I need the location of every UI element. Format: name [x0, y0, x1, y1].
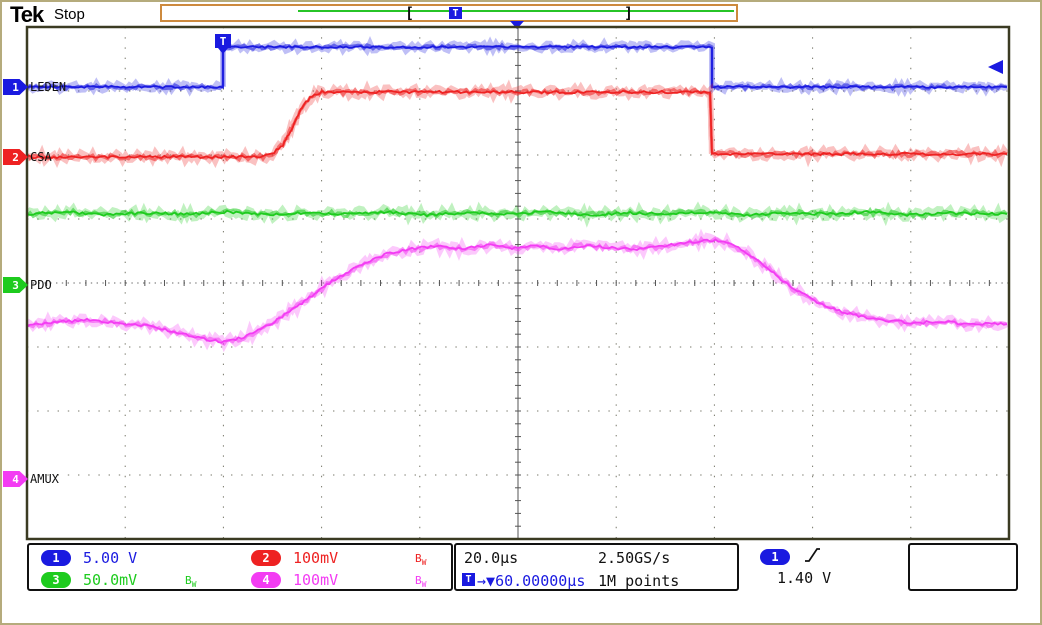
ch3-position-marker: 3: [3, 277, 28, 293]
CH4 (AMUX)-halo: [28, 228, 1008, 353]
ch4-position-marker: 4: [3, 471, 28, 487]
window-bracket-left: [: [405, 4, 415, 22]
trigger-level-readout: 1.40 V: [777, 569, 832, 587]
ch1-badge: 1: [41, 550, 71, 566]
CH3 (PDO)-trace: [28, 209, 1008, 218]
ch3-badge: 3: [41, 572, 71, 588]
ch2-scale: 100mV: [293, 549, 339, 567]
record-view-line: [298, 10, 734, 12]
horizontal-readout-box: 20.0µs 2.50GS/s T →▼60.00000µs 1M points: [454, 543, 739, 591]
ch3-label: PDO: [30, 278, 52, 292]
ch4-scale: 100mV: [293, 571, 339, 589]
trigger-time-flag: T: [215, 34, 231, 54]
tek-logo: Tek: [10, 2, 44, 27]
ch1-position-marker: 1: [3, 79, 28, 95]
empty-readout-box: [908, 543, 1018, 591]
delay-t-badge: T: [462, 573, 475, 586]
trigger-level-arrow-icon: [988, 60, 1003, 74]
ch2-badge: 2: [251, 550, 281, 566]
CH2 (CSA)-noise: [28, 86, 1008, 163]
ch2-bw-limit-badge: BW: [415, 552, 427, 568]
CH4 (AMUX)-trace: [28, 238, 1008, 344]
ch3-scale: 50.0mV: [83, 571, 138, 589]
ch1-label: LEDEN: [30, 80, 67, 94]
record-trigger-marker: T: [449, 7, 462, 19]
CH2 (CSA)-halo: [28, 79, 1008, 169]
acquisition-record-bar: [ ] T: [160, 4, 738, 22]
ch2-position-marker: 2: [3, 149, 28, 165]
ch3-bw-limit-badge: BW: [185, 574, 197, 590]
record-length-readout: 1M points: [598, 572, 680, 590]
CH2 (CSA)-trace: [28, 89, 1008, 160]
CH3 (PDO)-noise: [28, 206, 1008, 220]
acquisition-status: Stop: [54, 6, 85, 23]
ch4-label: AMUX: [30, 472, 59, 486]
trigger-source-badge: 1: [760, 549, 790, 565]
ch2-label: CSA: [30, 150, 52, 164]
delay-readout: →▼60.00000µs: [477, 572, 586, 590]
rising-edge-icon: [805, 548, 820, 562]
sample-rate-readout: 2.50GS/s: [598, 549, 671, 567]
ch1-scale: 5.00 V: [83, 549, 138, 567]
ch4-bw-limit-badge: BW: [415, 574, 427, 590]
delay-arrow-icon: →▼: [477, 572, 496, 590]
window-bracket-right: ]: [624, 4, 634, 22]
trigger-position-triangle-icon: [510, 21, 524, 29]
ch4-badge: 4: [251, 572, 281, 588]
timebase-readout: 20.0µs: [464, 549, 519, 567]
vertical-scale-readout-box: 1 5.00 V 2 100mV BW 3 50.0mV BW 4 100mV …: [27, 543, 453, 591]
CH1 (LEDEN)-trace: [28, 44, 1008, 90]
